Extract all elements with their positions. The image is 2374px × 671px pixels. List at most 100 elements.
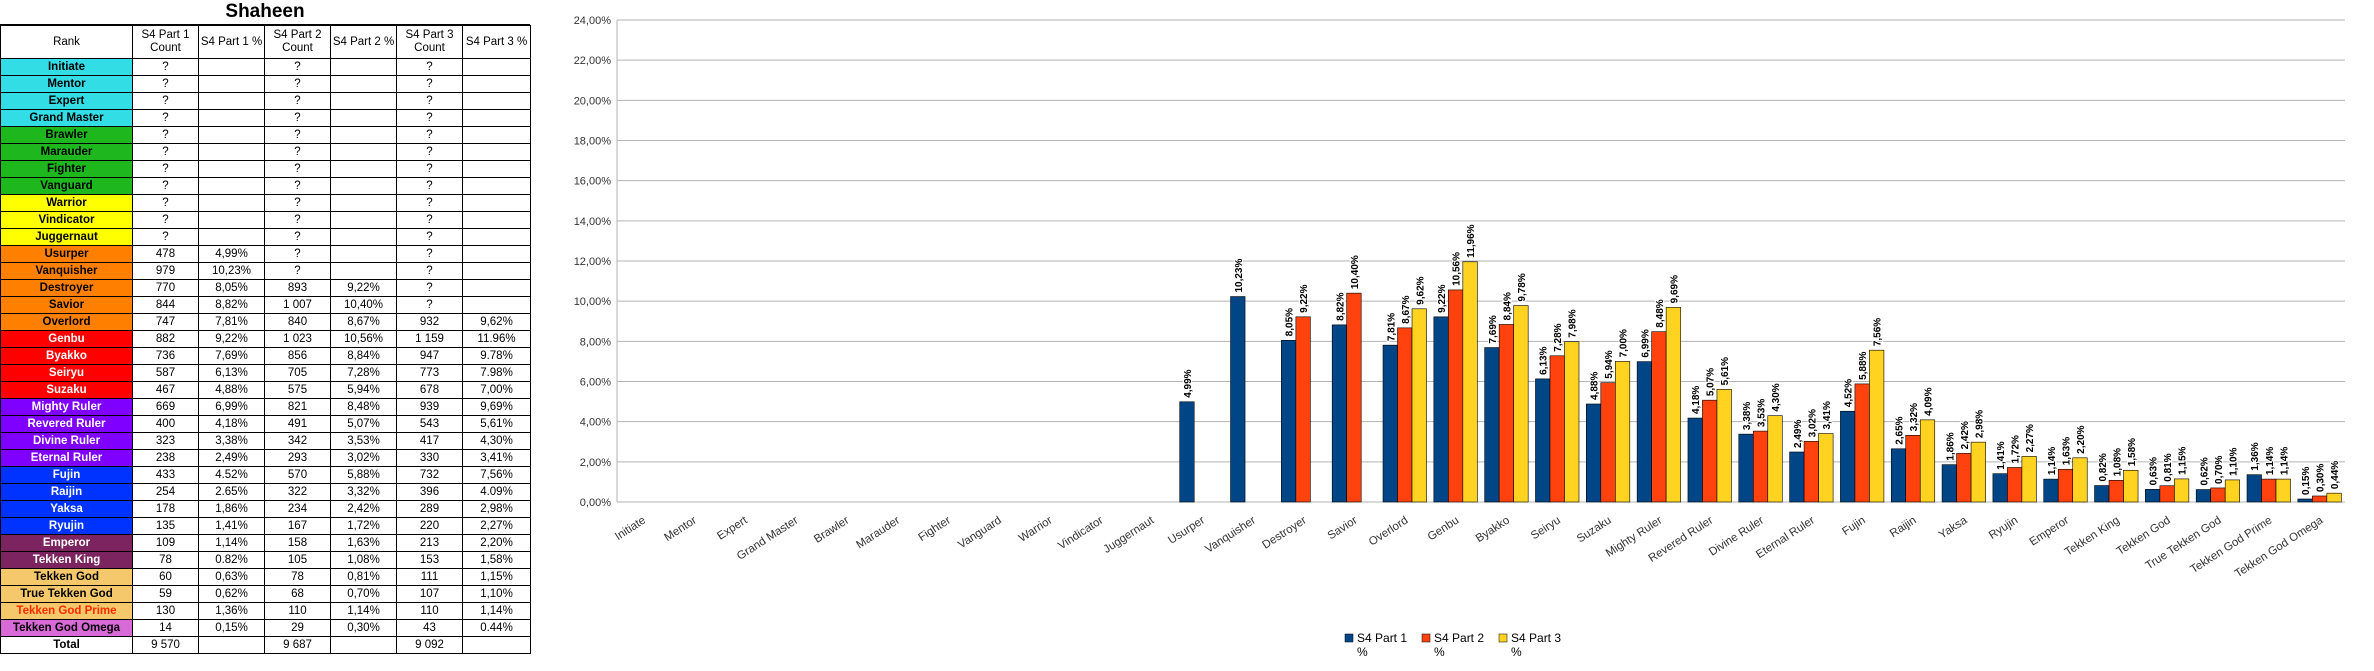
data-label: 2,27% bbox=[2025, 424, 2036, 452]
part1-pct-cell: 4,18% bbox=[198, 415, 265, 433]
data-label: 8,48% bbox=[1655, 299, 1666, 327]
header-part3-count: S4 Part 3 Count bbox=[396, 25, 463, 59]
part1-pct-cell: 4,99% bbox=[198, 245, 265, 263]
part2-pct-cell: 1,14% bbox=[330, 602, 397, 620]
part1-pct-cell: 4,88% bbox=[198, 381, 265, 399]
bar bbox=[1448, 289, 1464, 503]
part2-count-cell: 68 bbox=[264, 585, 331, 603]
bar bbox=[1346, 292, 1362, 503]
part1-pct-cell: 7,69% bbox=[198, 347, 265, 365]
part3-pct-cell: 7,56% bbox=[462, 466, 531, 484]
total-part2-pct bbox=[330, 636, 397, 654]
rank-cell: Byakko bbox=[0, 347, 133, 365]
part1-count-cell: 433 bbox=[132, 466, 199, 484]
data-label: 0,70% bbox=[2214, 455, 2225, 483]
bar bbox=[1615, 361, 1631, 503]
table-row: Usurper 478 4,99%?? bbox=[0, 245, 531, 263]
rank-cell: Tekken God Prime bbox=[0, 602, 133, 620]
rank-cell: Initiate bbox=[0, 58, 133, 76]
data-label: 1,41% bbox=[1996, 441, 2007, 469]
data-label: 2,42% bbox=[1960, 421, 1971, 449]
table-row: Divine Ruler 323 3,38% 342 3,53% 417 4,30% bbox=[0, 432, 531, 450]
bar bbox=[2210, 487, 2226, 503]
part3-count-cell: ? bbox=[396, 279, 463, 297]
bar bbox=[1752, 430, 1769, 503]
part2-pct-cell: 3,32% bbox=[330, 483, 397, 501]
part2-pct-cell bbox=[330, 245, 397, 263]
table-row: Tekken God Omega 14 0,15% 29 0,30% 43 0.44% bbox=[0, 619, 531, 637]
part3-pct-cell bbox=[462, 211, 531, 229]
part1-count-cell: ? bbox=[132, 92, 199, 110]
part1-pct-cell: 8,05% bbox=[198, 279, 265, 297]
part2-pct-cell: 1,08% bbox=[330, 551, 397, 569]
x-tick-label: Emperor bbox=[2028, 514, 2072, 548]
rank-cell: Raijin bbox=[0, 483, 133, 501]
part2-count-cell: ? bbox=[264, 211, 331, 229]
part2-pct-cell bbox=[330, 126, 397, 144]
part3-count-cell: 543 bbox=[396, 415, 463, 433]
table-row: Tekken King 78 0.82% 105 1,08% 153 1,58% bbox=[0, 551, 531, 569]
bar bbox=[1397, 327, 1413, 503]
part1-pct-cell: 4.52% bbox=[198, 466, 265, 484]
bar bbox=[2275, 478, 2291, 503]
part1-pct-cell: 0.82% bbox=[198, 551, 265, 569]
y-tick-label: 8,00% bbox=[580, 336, 611, 348]
x-tick-label: Tekken King bbox=[2063, 514, 2122, 558]
part2-pct-cell: 8,84% bbox=[330, 347, 397, 365]
part3-count-cell: ? bbox=[396, 92, 463, 110]
part1-pct-cell: 2,49% bbox=[198, 449, 265, 467]
data-label: 3,41% bbox=[1822, 401, 1833, 429]
part1-pct-cell: 6,13% bbox=[198, 364, 265, 382]
part2-pct-cell bbox=[330, 109, 397, 127]
part1-pct-cell bbox=[198, 143, 265, 161]
table-row: Genbu 882 9,22% 1 023 10,56% 1 159 11.96% bbox=[0, 330, 531, 348]
bar bbox=[1869, 349, 1885, 503]
part2-pct-cell: 0,81% bbox=[330, 568, 397, 586]
part3-count-cell: ? bbox=[396, 109, 463, 127]
part2-count-cell: 234 bbox=[264, 500, 331, 518]
x-tick-label: Fighter bbox=[916, 514, 953, 544]
bar bbox=[2072, 457, 2088, 503]
part1-pct-cell: 7,81% bbox=[198, 313, 265, 331]
part2-pct-cell: 9,22% bbox=[330, 279, 397, 297]
part2-count-cell: 856 bbox=[264, 347, 331, 365]
part1-pct-cell bbox=[198, 228, 265, 246]
part2-count-cell: 893 bbox=[264, 279, 331, 297]
rank-cell: Vindicator bbox=[0, 211, 133, 229]
part2-count-cell: 167 bbox=[264, 517, 331, 535]
y-tick-label: 22,00% bbox=[574, 55, 612, 67]
part2-count-cell: 110 bbox=[264, 602, 331, 620]
data-label: 0,62% bbox=[2199, 457, 2210, 485]
part1-count-cell: 844 bbox=[132, 296, 199, 314]
part3-pct-cell bbox=[462, 143, 531, 161]
part1-count-cell: 467 bbox=[132, 381, 199, 399]
data-label: 1,08% bbox=[2112, 448, 2123, 476]
bar bbox=[1281, 340, 1297, 503]
bar bbox=[1854, 383, 1870, 503]
rank-cell: Tekken King bbox=[0, 551, 133, 569]
header-part2-pct: S4 Part 2 % bbox=[330, 25, 397, 59]
bar bbox=[1665, 307, 1681, 503]
part3-pct-cell bbox=[462, 75, 531, 93]
part2-pct-cell: 0,70% bbox=[330, 585, 397, 603]
table-row: Tekken God 60 0,63% 78 0,81% 111 1,15% bbox=[0, 568, 531, 586]
bar bbox=[1767, 415, 1783, 503]
bar bbox=[1803, 441, 1819, 503]
part3-pct-cell bbox=[462, 194, 531, 212]
header-part3-pct: S4 Part 3 % bbox=[462, 25, 531, 59]
part2-count-cell: ? bbox=[264, 126, 331, 144]
rank-cell: Tekken God Omega bbox=[0, 619, 133, 637]
part1-pct-cell: 0,63% bbox=[198, 568, 265, 586]
bar bbox=[2312, 495, 2328, 503]
total-part2-count: 9 687 bbox=[264, 636, 331, 654]
bar bbox=[1818, 433, 1834, 503]
part2-count-cell: ? bbox=[264, 58, 331, 76]
bar bbox=[1535, 378, 1551, 503]
y-tick-label: 24,00% bbox=[574, 15, 612, 27]
part1-pct-cell bbox=[198, 177, 265, 195]
total-part3-count: 9 092 bbox=[396, 636, 463, 654]
part2-pct-cell: 10,40% bbox=[330, 296, 397, 314]
part1-count-cell: ? bbox=[132, 75, 199, 93]
part2-count-cell: 570 bbox=[264, 466, 331, 484]
bar bbox=[1956, 453, 1972, 503]
